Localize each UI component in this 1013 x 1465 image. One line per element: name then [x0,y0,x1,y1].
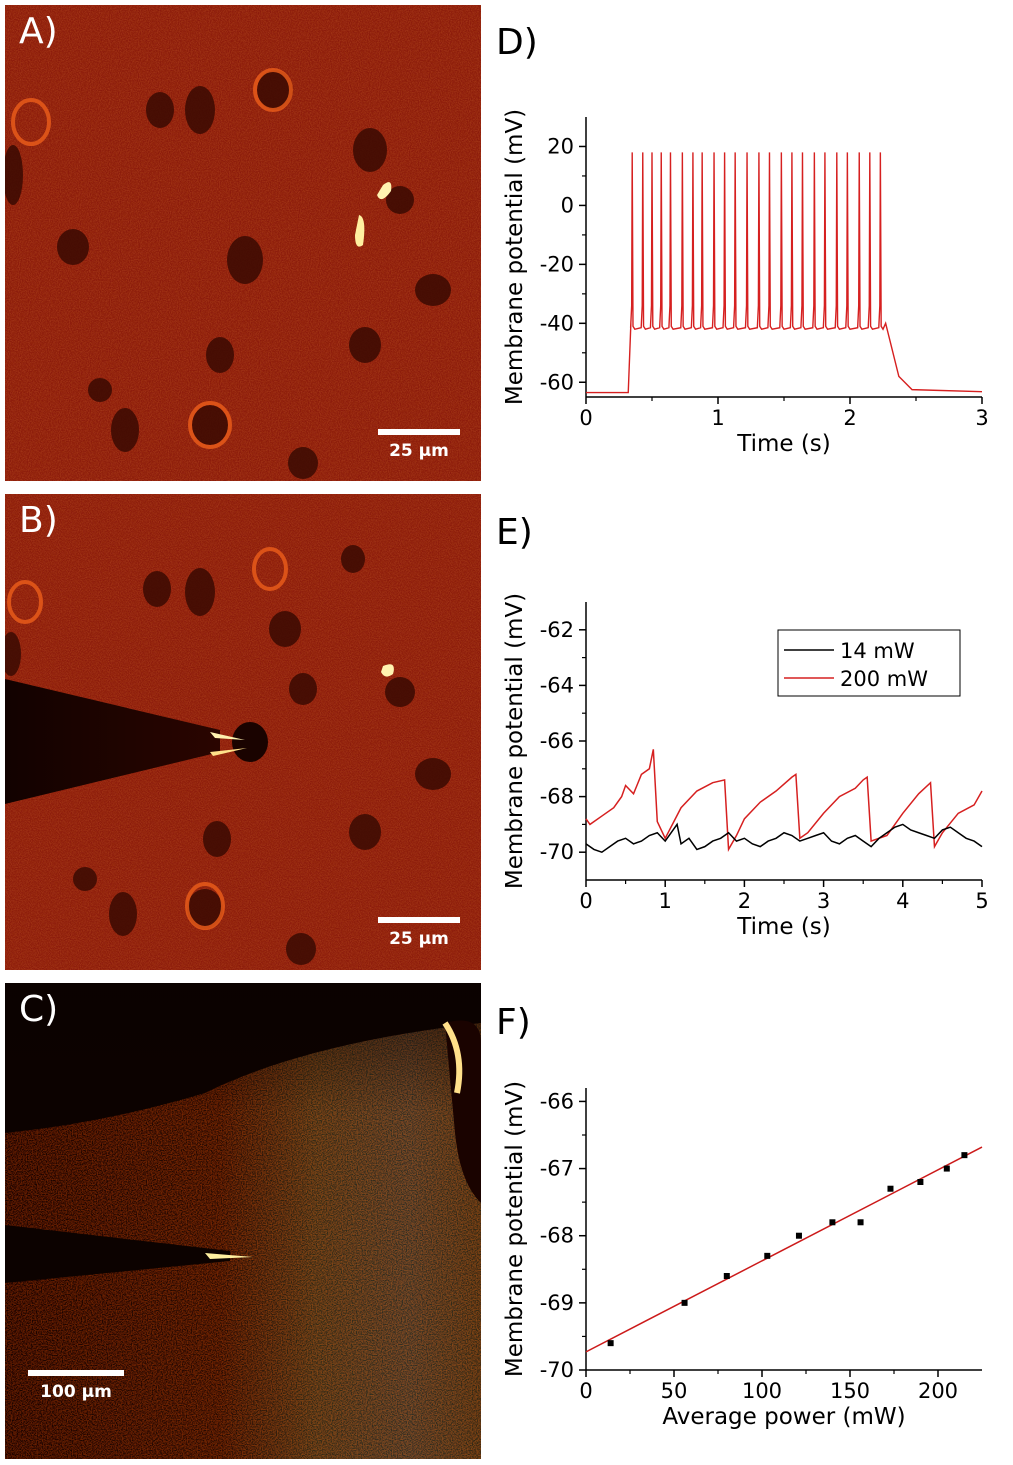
chart-f-fit-line [585,1146,983,1353]
micrograph-c-image [5,983,481,1459]
chart-f-plot: 0 50 100 150 200 -70 -69 -68 -67 -66 Average power… [502,1081,983,1430]
micrograph-panel-b: B) 25 µm [5,494,481,970]
chart-e-x-tick-label: 2 [738,889,751,913]
chart-e-y-tick-label: -66 [540,729,574,753]
panel-f-label: F) [496,1002,531,1043]
scale-label-b: 25 µm [389,929,449,949]
panel-e-label: E) [496,512,533,553]
chart-e-x-tick-label: 4 [896,889,909,913]
chart-f-x-tick-label: 150 [830,1379,870,1403]
chart-f-x-tick-label: 50 [661,1379,688,1403]
scale-label-a: 25 µm [389,441,449,461]
chart-d-x-tick-label: 3 [975,406,988,430]
chart-f-x-axis-label: Average power (mW) [662,1404,905,1430]
chart-f-x-tick-label: 100 [742,1379,782,1403]
chart-d-y-tick-label: 20 [547,134,574,158]
chart-f-data-point [795,1232,802,1239]
chart-e-x-tick-label: 0 [579,889,592,913]
chart-e-series-line [585,749,983,852]
chart-e-y-tick-label: -62 [540,618,574,642]
chart-e-series-line [585,822,983,854]
chart-e: E) 0 1 2 3 4 5 -70 -68 -66 -64 -62 Time (s) Membrane… [490,490,1010,970]
chart-d-y-tick-label: 0 [561,193,574,217]
chart-f-data-point [943,1165,950,1172]
chart-d-plot: 0 1 2 3 -60 -40 -20 0 20 Time (s) Membrane potenti… [502,109,989,457]
chart-e-y-tick-label: -64 [540,673,574,697]
scale-bar-c [28,1370,124,1376]
chart-f-data-point [607,1340,614,1347]
chart-f-data-point [887,1185,894,1192]
chart-f-y-tick-label: -70 [540,1358,574,1382]
micrograph-panel-c: C) 100 µm [5,983,481,1459]
chart-f-data-point [961,1152,968,1159]
micrograph-panel-a: A) 25 µm [5,5,481,481]
chart-f-x-tick-label: 0 [579,1379,592,1403]
chart-d-y-tick-label: -60 [540,370,574,394]
chart-d-y-tick-label: -20 [540,252,574,276]
chart-e-x-tick-label: 5 [975,889,988,913]
chart-f-y-tick-label: -66 [540,1089,574,1113]
micrograph-b-image [5,494,481,970]
panel-d-label: D) [496,22,538,63]
chart-e-y-tick-label: -70 [540,840,574,864]
panel-c-label: C) [19,989,59,1030]
chart-f-y-axis-label: Membrane potential (mV) [502,1081,528,1377]
chart-f-data-point [917,1179,924,1185]
chart-d-series-line [586,152,983,394]
chart-e-x-axis-label: Time (s) [736,914,831,940]
chart-f-data-point [829,1219,836,1226]
chart-d-y-tick-label: -40 [540,311,574,335]
chart-f-data-point [681,1299,688,1306]
chart-d: D) 0 1 2 3 -60 -40 -20 0 20 Time (s) Membrane pote… [490,0,1010,480]
micrograph-a-image [5,5,481,481]
chart-f-y-tick-label: -69 [540,1291,574,1315]
chart-d-x-axis-label: Time (s) [736,431,831,457]
chart-e-x-tick-label: 1 [659,889,672,913]
chart-e-y-tick-label: -68 [540,785,574,809]
chart-e-plot: 0 1 2 3 4 5 -70 -68 -66 -64 -62 Time (s) Membrane po… [502,593,989,940]
chart-e-y-axis-label: Membrane potential (mV) [502,593,528,889]
chart-f: F) 0 50 100 150 200 -70 -69 -68 -67 -66 Average po… [490,980,1010,1465]
chart-e-legend-label: 200 mW [840,667,928,691]
chart-f-data-point [764,1252,771,1259]
chart-d-x-tick-label: 2 [843,406,856,430]
chart-f-data-point [857,1219,864,1226]
chart-f-y-tick-label: -68 [540,1224,574,1248]
chart-f-data-point [723,1273,730,1279]
panel-a-label: A) [19,11,58,52]
chart-d-x-tick-label: 0 [579,406,592,430]
chart-e-legend-box [777,629,961,697]
chart-e-x-tick-label: 3 [817,889,830,913]
scale-label-c: 100 µm [40,1382,112,1402]
chart-d-y-axis-label: Membrane potential (mV) [502,109,528,405]
chart-f-x-tick-label: 200 [918,1379,958,1403]
scale-bar-b [378,917,460,923]
chart-d-x-tick-label: 1 [711,406,724,430]
chart-e-legend-label: 14 mW [840,639,915,663]
chart-f-y-tick-label: -67 [540,1157,574,1181]
scale-bar-a [378,429,460,435]
panel-b-label: B) [19,500,58,541]
